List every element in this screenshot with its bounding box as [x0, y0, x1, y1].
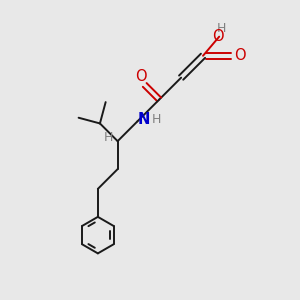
Text: O: O [212, 29, 224, 44]
Text: O: O [135, 69, 147, 84]
Text: H: H [103, 131, 113, 144]
Text: H: H [217, 22, 226, 35]
Text: O: O [235, 48, 246, 63]
Text: N: N [138, 112, 150, 128]
Text: H: H [152, 113, 161, 126]
